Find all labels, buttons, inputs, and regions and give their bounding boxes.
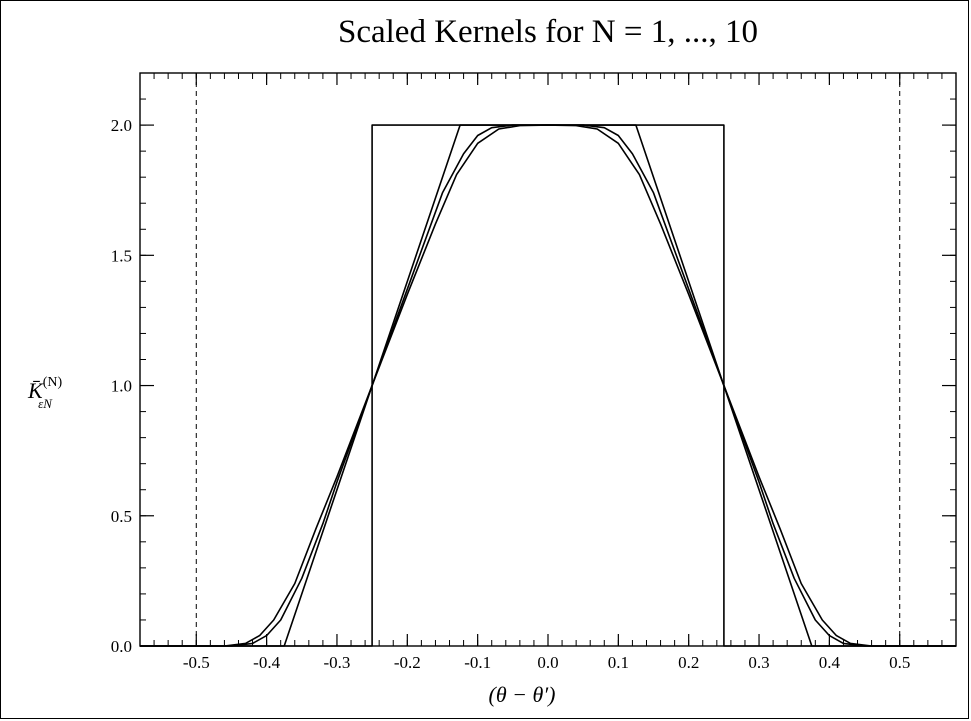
x-tick-label: 0.2: [678, 653, 699, 672]
x-tick-label: -0.1: [464, 653, 491, 672]
kernel-series-line-1: [140, 124, 956, 647]
y-tick-label: 0.0: [111, 637, 132, 656]
y-tick-label: 2.0: [111, 116, 132, 135]
kernel-series-line-2: [140, 124, 956, 647]
kernel-series-line-4: [140, 124, 956, 647]
x-tick-label: -0.5: [183, 653, 210, 672]
x-axis-label: (θ − θ′): [489, 682, 556, 707]
x-tick-label: 0.0: [537, 653, 558, 672]
y-axis-label: K̄(N) εN: [27, 375, 62, 411]
y-tick-label: 1.0: [111, 377, 132, 396]
plot-area: -0.5 -0.4 -0.3 -0.2 -0.1 0.0 0.1 0.2 0.3 0.4 0.5 0.…: [111, 72, 957, 672]
svg-text:K̄(N)εN: K̄(N) εN: [27, 375, 62, 411]
y-tick-label: 0.5: [111, 507, 132, 526]
x-tick-label: 0.4: [819, 653, 841, 672]
y-axis-label-sup: (N): [43, 375, 63, 390]
x-tick-label: 0.3: [748, 653, 769, 672]
x-tick-label: -0.3: [324, 653, 351, 672]
x-tick-label: 0.5: [889, 653, 910, 672]
kernel-series-line-3: [140, 124, 956, 647]
plot-border: [139, 72, 957, 647]
y-tick-label: 1.5: [111, 246, 132, 265]
x-tick-label: 0.1: [608, 653, 629, 672]
x-tick-label: -0.4: [253, 653, 280, 672]
x-tick-label: -0.2: [394, 653, 421, 672]
chart-title: Scaled Kernels for N = 1, ..., 10: [338, 14, 758, 50]
y-axis-label-sub: εN: [38, 396, 53, 411]
y-axis-label-main: K̄: [27, 378, 44, 403]
